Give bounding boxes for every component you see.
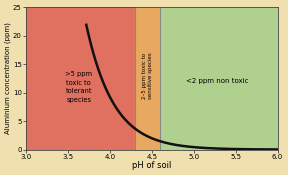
Bar (26, 7, 135, 150)
Text: 2–5 ppm toxic to
sensitive species: 2–5 ppm toxic to sensitive species (142, 52, 153, 99)
Bar (135, 7, 160, 150)
Text: >5 ppm
toxic to
tolerant
species: >5 ppm toxic to tolerant species (65, 71, 92, 103)
Y-axis label: Aluminium concentration (ppm): Aluminium concentration (ppm) (5, 23, 11, 134)
Text: <2 ppm non toxic: <2 ppm non toxic (186, 78, 248, 84)
Bar (160, 7, 278, 150)
X-axis label: pH of soil: pH of soil (132, 161, 171, 170)
